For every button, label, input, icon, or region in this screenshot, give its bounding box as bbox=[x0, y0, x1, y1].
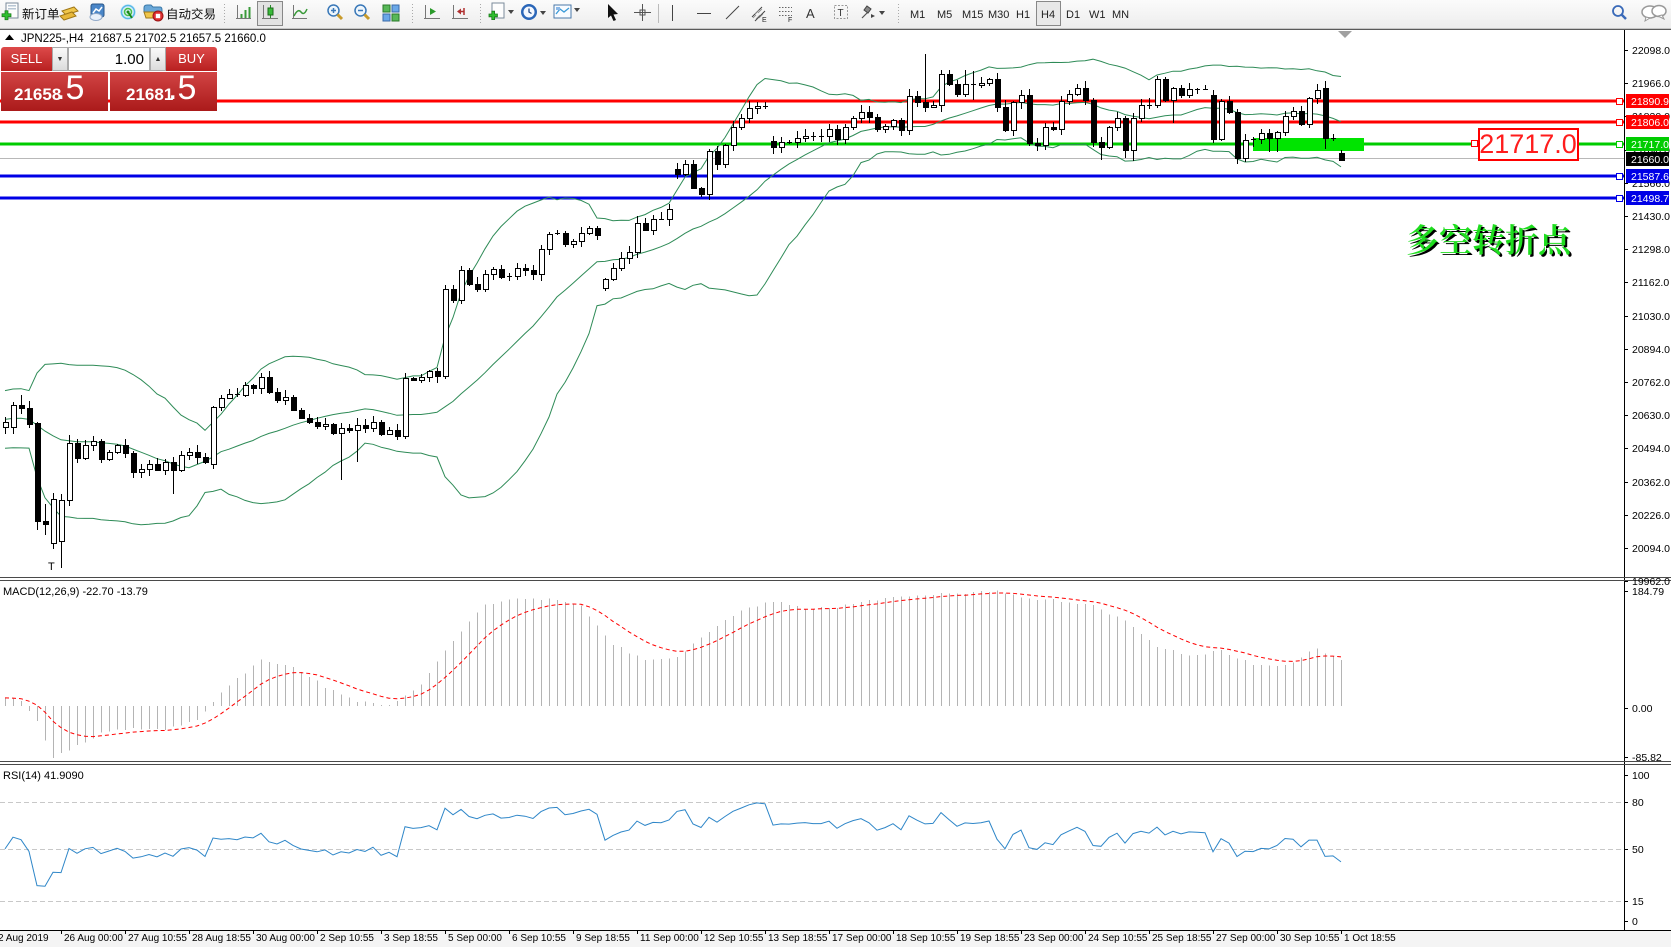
svg-text:19962.0: 19962.0 bbox=[1632, 576, 1670, 588]
svg-text:11 Sep 00:00: 11 Sep 00:00 bbox=[640, 933, 699, 944]
svg-text:H4: H4 bbox=[1041, 9, 1055, 21]
svg-text:21806.0: 21806.0 bbox=[1631, 117, 1669, 129]
svg-text:24 Sep 10:55: 24 Sep 10:55 bbox=[1088, 933, 1148, 944]
svg-text:21498.7: 21498.7 bbox=[1631, 193, 1669, 205]
svg-text:184.79: 184.79 bbox=[1632, 586, 1664, 598]
svg-text:20226.0: 20226.0 bbox=[1632, 510, 1670, 522]
svg-text:21162.0: 21162.0 bbox=[1632, 277, 1669, 289]
svg-text:0.00: 0.00 bbox=[1632, 703, 1653, 715]
svg-text:21890.9: 21890.9 bbox=[1631, 96, 1669, 108]
svg-text:H1: H1 bbox=[1016, 9, 1030, 21]
svg-text:1 Oct 18:55: 1 Oct 18:55 bbox=[1344, 933, 1396, 944]
svg-text:M30: M30 bbox=[988, 9, 1009, 21]
svg-text:20362.0: 20362.0 bbox=[1632, 477, 1670, 489]
svg-text:M1: M1 bbox=[910, 9, 925, 21]
svg-text:T: T bbox=[48, 561, 55, 573]
svg-text:20094.0: 20094.0 bbox=[1632, 543, 1670, 555]
svg-text:A: A bbox=[806, 6, 815, 21]
svg-text:T: T bbox=[838, 8, 844, 19]
svg-text:MN: MN bbox=[1112, 9, 1129, 21]
svg-text:30 Aug 00:00: 30 Aug 00:00 bbox=[256, 933, 315, 944]
svg-text:21430.0: 21430.0 bbox=[1632, 211, 1670, 223]
svg-text:0: 0 bbox=[1632, 916, 1638, 928]
svg-text:M15: M15 bbox=[962, 9, 983, 21]
svg-text:100: 100 bbox=[1632, 770, 1650, 782]
svg-text:20630.0: 20630.0 bbox=[1632, 410, 1670, 422]
svg-text:18 Sep 10:55: 18 Sep 10:55 bbox=[896, 933, 956, 944]
svg-text:15: 15 bbox=[1632, 896, 1644, 908]
svg-text:6 Sep 10:55: 6 Sep 10:55 bbox=[512, 933, 566, 944]
svg-text:W1: W1 bbox=[1089, 9, 1106, 21]
svg-text:80: 80 bbox=[1632, 797, 1644, 809]
svg-text:20762.0: 20762.0 bbox=[1632, 377, 1670, 389]
svg-text:12 Sep 10:55: 12 Sep 10:55 bbox=[704, 933, 764, 944]
svg-text:21030.0: 21030.0 bbox=[1632, 311, 1670, 323]
svg-text:3 Sep 18:55: 3 Sep 18:55 bbox=[384, 933, 438, 944]
svg-text:MACD(12,26,9) -22.70 -13.79: MACD(12,26,9) -22.70 -13.79 bbox=[3, 586, 148, 598]
svg-text:RSI(14) 41.9090: RSI(14) 41.9090 bbox=[3, 770, 84, 782]
svg-text:21587.6: 21587.6 bbox=[1631, 171, 1669, 183]
svg-text:21660.0: 21660.0 bbox=[1631, 154, 1669, 166]
svg-text:27 Aug 10:55: 27 Aug 10:55 bbox=[128, 933, 187, 944]
svg-text:21298.0: 21298.0 bbox=[1632, 244, 1670, 256]
svg-text:20894.0: 20894.0 bbox=[1632, 344, 1670, 356]
svg-text:21717.0: 21717.0 bbox=[1631, 139, 1669, 151]
svg-text:19 Sep 18:55: 19 Sep 18:55 bbox=[960, 933, 1020, 944]
svg-text:F: F bbox=[788, 17, 792, 24]
svg-text:23 Sep 00:00: 23 Sep 00:00 bbox=[1024, 933, 1084, 944]
svg-text:2 Aug 2019: 2 Aug 2019 bbox=[0, 933, 49, 944]
svg-text:2 Sep 10:55: 2 Sep 10:55 bbox=[320, 933, 374, 944]
svg-text:25 Sep 18:55: 25 Sep 18:55 bbox=[1152, 933, 1212, 944]
svg-text:27 Sep 00:00: 27 Sep 00:00 bbox=[1216, 933, 1276, 944]
svg-text:50: 50 bbox=[1632, 844, 1644, 856]
svg-text:-85.82: -85.82 bbox=[1632, 752, 1662, 764]
svg-text:22098.0: 22098.0 bbox=[1632, 45, 1670, 57]
svg-text:21717.0: 21717.0 bbox=[1479, 129, 1577, 159]
svg-text:20494.0: 20494.0 bbox=[1632, 443, 1670, 455]
svg-text:17 Sep 00:00: 17 Sep 00:00 bbox=[832, 933, 892, 944]
svg-text:9 Sep 18:55: 9 Sep 18:55 bbox=[576, 933, 630, 944]
svg-text:28 Aug 18:55: 28 Aug 18:55 bbox=[192, 933, 251, 944]
svg-text:M5: M5 bbox=[937, 9, 952, 21]
svg-text:5 Sep 00:00: 5 Sep 00:00 bbox=[448, 933, 502, 944]
svg-text:13 Sep 18:55: 13 Sep 18:55 bbox=[768, 933, 828, 944]
svg-text:26 Aug 00:00: 26 Aug 00:00 bbox=[64, 933, 123, 944]
svg-text:E: E bbox=[762, 17, 767, 24]
svg-text:30 Sep 10:55: 30 Sep 10:55 bbox=[1280, 933, 1340, 944]
svg-text:D1: D1 bbox=[1066, 9, 1080, 21]
svg-text:21966.0: 21966.0 bbox=[1632, 78, 1670, 90]
svg-text:JPN225-,H4 21687.5 21702.5 21: JPN225-,H4 21687.5 21702.5 21657.5 21660… bbox=[21, 33, 266, 45]
